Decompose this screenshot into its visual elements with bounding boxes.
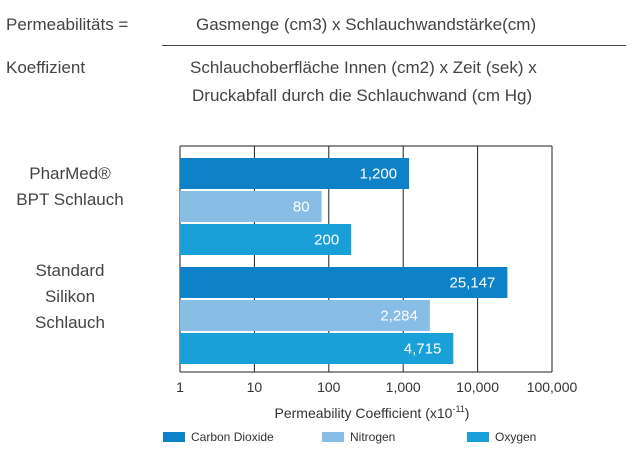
legend-label: Nitrogen — [350, 430, 396, 444]
x-tick-label: 100,000 — [527, 379, 578, 395]
bar — [180, 224, 352, 255]
x-tick-label: 1,000 — [386, 379, 421, 395]
legend-label: Carbon Dioxide — [191, 430, 274, 444]
bar-value-label: 4,715 — [404, 341, 442, 358]
group-label-pharmed: PharMed® BPT Schlauch — [2, 161, 138, 213]
legend-swatch — [163, 432, 185, 442]
bar — [180, 267, 508, 298]
bar-value-label: 200 — [314, 232, 339, 249]
bar-value-label: 25,147 — [450, 275, 496, 292]
fraction-line — [162, 45, 626, 46]
legend-item-nitrogen: Nitrogen — [322, 430, 395, 444]
group-label-line: PharMed® — [29, 164, 111, 183]
legend-item-oxygen: Oxygen — [467, 430, 536, 444]
bar — [180, 300, 430, 331]
formula-denominator-line1: Schlauchoberfläche Innen (cm2) x Zeit (s… — [190, 58, 537, 77]
group-label-silikon: Standard Silikon Schlauch — [2, 258, 138, 336]
x-tick-label: 100 — [317, 379, 341, 395]
x-tick-label: 1 — [176, 379, 184, 395]
legend-item-carbon-dioxide: Carbon Dioxide — [163, 430, 274, 444]
legend-swatch — [467, 432, 489, 442]
bar-value-label: 80 — [293, 199, 310, 216]
legend-swatch — [322, 432, 344, 442]
x-axis-title: Permeability Coefficient (x10-11) — [275, 404, 470, 421]
group-label-line: Silikon — [44, 287, 96, 306]
bar-value-label: 2,284 — [380, 308, 418, 325]
legend-label: Oxygen — [495, 430, 537, 444]
x-tick-label: 10 — [247, 379, 263, 395]
formula-lhs-line1: Permeabilitäts = — [6, 15, 129, 34]
bar — [180, 333, 454, 364]
group-label-line: Schlauch — [35, 313, 105, 332]
group-label-line: Standard — [35, 261, 105, 280]
x-tick-label: 10,000 — [456, 379, 499, 395]
formula-denominator-line2: Druckabfall durch die Schlauchwand (cm H… — [192, 86, 533, 105]
bar — [180, 158, 410, 189]
bar — [180, 191, 322, 222]
group-label-line: BPT Schlauch — [16, 190, 124, 209]
formula-numerator: Gasmenge (cm3) x Schlauchwandstärke(cm) — [196, 15, 537, 34]
formula-lhs-line2: Koeffizient — [6, 58, 86, 77]
bar-value-label: 1,200 — [360, 166, 398, 183]
